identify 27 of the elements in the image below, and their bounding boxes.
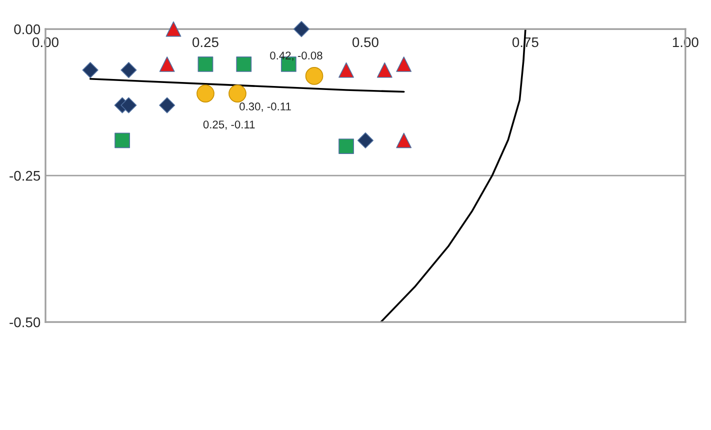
y-tick-label: -0.25 bbox=[10, 170, 40, 181]
point bbox=[198, 56, 214, 72]
x-tick-label: 0.50 bbox=[352, 37, 378, 48]
point bbox=[120, 97, 137, 114]
point bbox=[236, 56, 252, 72]
data-label: 0.30, -0.11 bbox=[240, 102, 291, 112]
point bbox=[196, 84, 214, 102]
point bbox=[159, 56, 175, 72]
data-label: 0.42, -0.08 bbox=[270, 52, 322, 61]
y-tick-label: 0.00 bbox=[14, 24, 40, 34]
point bbox=[305, 67, 324, 85]
x-tick-label: 0.25 bbox=[192, 37, 218, 48]
point bbox=[396, 132, 412, 148]
point bbox=[376, 62, 392, 78]
point bbox=[166, 21, 182, 37]
point bbox=[114, 132, 130, 148]
point bbox=[357, 132, 374, 148]
point bbox=[228, 84, 246, 102]
point bbox=[120, 62, 137, 78]
y-tick-label: -0.50 bbox=[10, 317, 40, 328]
point bbox=[159, 97, 176, 114]
data-label: 0.25, -0.11 bbox=[203, 120, 255, 130]
point bbox=[293, 21, 310, 38]
point bbox=[396, 56, 412, 72]
point bbox=[338, 62, 354, 78]
point bbox=[338, 138, 354, 154]
point bbox=[82, 62, 98, 78]
